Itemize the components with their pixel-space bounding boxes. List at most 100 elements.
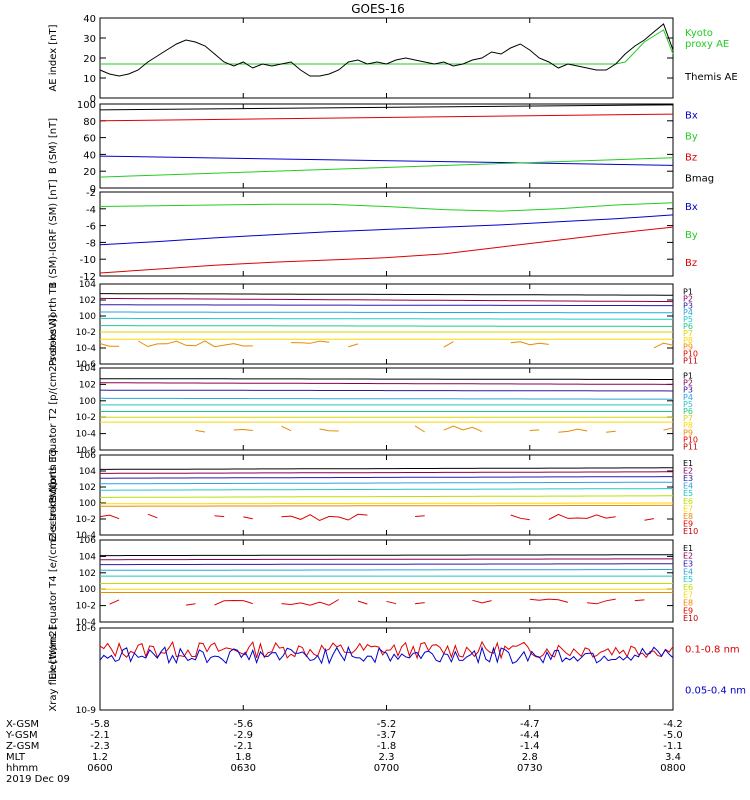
y-tick-label: 20	[83, 54, 96, 65]
series-line-p2	[99, 297, 674, 303]
bottom-row-value: -5.6	[233, 719, 253, 730]
bottom-row-value: 0730	[517, 763, 542, 774]
y-tick-label: 102	[79, 296, 96, 306]
bottom-row-label: X-GSM	[6, 719, 39, 730]
panel-1: 0 20 40 60 80 100 B (SM) [nT] Bx By Bz Bmag	[48, 100, 714, 195]
legend-p3: P3	[683, 386, 693, 395]
legend-p4: P4	[683, 393, 693, 402]
y-tick-label: 10-6	[76, 624, 97, 634]
legend-e3: E3	[683, 560, 693, 569]
y-tick-label: -2	[86, 188, 96, 199]
bottom-row-label: MLT	[6, 752, 26, 763]
y-tick-label: 100	[77, 100, 96, 111]
legend-p4: P4	[683, 308, 693, 317]
y-tick-label: 10-9	[76, 706, 97, 716]
legend-e1: E1	[683, 459, 693, 468]
bottom-row-value: 0630	[231, 763, 256, 774]
y-tick-label: 104	[79, 280, 96, 290]
bottom-row-value: -3.7	[377, 730, 397, 741]
bottom-row-value: 2.8	[522, 752, 538, 763]
panel-frame	[99, 191, 674, 277]
series-line-e9	[110, 599, 664, 605]
y-tick-label: 102	[79, 483, 96, 493]
legend-e4: E4	[683, 567, 693, 576]
bottom-row-value: -1.4	[520, 741, 540, 752]
y-tick-label: 30	[83, 34, 96, 45]
legend-p1: P1	[683, 287, 693, 296]
bottom-axis-group: X-GSM -5.8 -5.6 -5.2 -4.7 -4.2Y-GSM -2.1 -2.9 -3…	[5, 719, 686, 785]
series-line-xray-1	[99, 645, 674, 665]
series-line-bx	[99, 214, 674, 246]
y-tick-label: 60	[83, 134, 96, 145]
series-line-p4	[99, 397, 674, 400]
legend-p3: P3	[683, 301, 693, 310]
series-line-e3	[100, 563, 673, 566]
bottom-row-label: Z-GSM	[6, 741, 39, 752]
y-tick-label: 40	[83, 14, 96, 25]
series-line-xray-0	[99, 640, 674, 660]
y-tick-label: 0	[90, 184, 96, 195]
bottom-row-label: Y-GSM	[5, 730, 38, 741]
series-line-p9	[99, 340, 674, 349]
series-line-e2	[100, 558, 673, 561]
y-tick-label: 20	[83, 167, 96, 178]
y-tick-label: 104	[79, 552, 96, 562]
legend-e7: E7	[683, 591, 693, 600]
figure-title: GOES-16	[351, 2, 405, 16]
series-line-e5	[100, 488, 673, 491]
bottom-row-value: -5.0	[663, 730, 683, 741]
bottom-row-value: -5.2	[377, 719, 397, 730]
bottom-row-value: -4.4	[520, 730, 540, 741]
y-tick-label: 102	[79, 380, 96, 390]
series-line-kyoto-proxy-ae	[100, 29, 674, 65]
bottom-row-value: 0700	[374, 763, 399, 774]
series-line-themis-ae	[99, 23, 674, 77]
legend-p6: P6	[683, 407, 693, 416]
y-tick-label: -6	[86, 222, 96, 233]
y-axis-label: Xray flux [W/m2]	[48, 626, 59, 711]
legend-p10: P10	[683, 350, 698, 359]
y-axis-label: Protons Equator T2 [p/(cm2-s-sr-keV)]	[48, 314, 59, 503]
legend-p11: P11	[683, 442, 698, 451]
bottom-row-value: -1.1	[663, 741, 683, 752]
y-tick-label: 10-2	[76, 515, 96, 525]
y-tick-label: 10-2	[76, 328, 96, 338]
legend-e8: E8	[683, 512, 693, 521]
legend-p8: P8	[683, 336, 693, 345]
y-tick-label: 10-4	[76, 430, 97, 440]
legend-p6: P6	[683, 322, 693, 331]
bottom-row-value: -4.7	[520, 719, 540, 730]
y-tick-label: 10-4	[76, 618, 97, 628]
series-line-e2	[100, 471, 673, 474]
y-axis-label: Protons North T1	[48, 282, 59, 366]
panel-frame	[99, 17, 674, 99]
series-line-by	[99, 157, 674, 178]
panel-4: 10-6 10-4 10-2 100 102 104 Protons Equator T2 …	[48, 314, 698, 503]
series-line-p4	[100, 311, 673, 314]
legend-e10: E10	[683, 527, 698, 536]
series-line-p6	[100, 325, 673, 327]
legend-e1: E1	[683, 544, 693, 553]
legend-p11: P11	[683, 357, 698, 366]
bottom-row-value: -2.1	[233, 741, 253, 752]
legend-p2: P2	[683, 379, 693, 388]
series-line-e7	[100, 502, 673, 505]
bottom-row-value: -1.8	[377, 741, 397, 752]
y-tick-label: 80	[83, 117, 96, 128]
y-tick-label: 40	[83, 150, 96, 161]
panel-frame	[99, 454, 674, 536]
series-line-p1	[100, 293, 673, 296]
series-line-p1	[100, 378, 673, 380]
legend-b-3: Bmag	[685, 174, 714, 185]
series-line-e4	[100, 569, 673, 571]
series-line-p3	[100, 304, 673, 307]
y-tick-label: 104	[79, 467, 96, 477]
series-line-e1	[100, 467, 673, 470]
legend-xray-1: 0.05-0.4 nm	[685, 686, 746, 697]
legend-p9: P9	[683, 343, 693, 352]
legend-e3: E3	[683, 474, 693, 483]
legend-p5: P5	[683, 400, 693, 409]
